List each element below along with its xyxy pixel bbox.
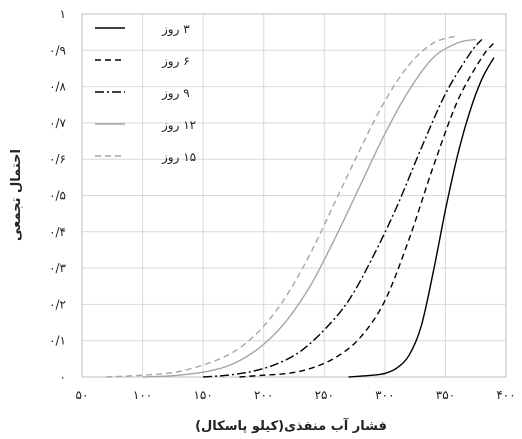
y-tick-label: ۰/۸	[49, 80, 66, 94]
y-tick-labels: ۰ ۰/۱ ۰/۲ ۰/۳ ۰/۴ ۰/۵ ۰/۶ ۰/۷ ۰/۸ ۰/۹ ۱	[49, 7, 66, 384]
x-tick-label: ۱۵۰	[193, 388, 212, 402]
x-axis-label: فشار آب منفذی(کیلو پاسکال)	[195, 417, 387, 434]
x-tick-label: ۴۰۰	[496, 388, 515, 402]
series-line-3	[203, 38, 483, 378]
series-line-4	[142, 38, 476, 378]
y-tick-label: ۰/۵	[49, 189, 66, 203]
x-tick-label: ۲۰۰	[254, 388, 273, 402]
series-line-1	[348, 57, 495, 378]
legend-label-4: ۱۲ روز	[161, 118, 196, 133]
legend-label-1: ۳ روز	[161, 22, 190, 37]
y-tick-label: ۰/۶	[49, 152, 66, 166]
x-tick-labels: ۵۰ ۱۰۰ ۱۵۰ ۲۰۰ ۲۵۰ ۳۰۰ ۳۵۰ ۴۰۰	[76, 388, 516, 402]
legend-label-3: ۹ روز	[161, 86, 190, 101]
y-tick-label: ۰/۷	[49, 116, 66, 130]
grid	[81, 13, 507, 378]
x-tick-label: ۱۰۰	[133, 388, 152, 402]
y-tick-label: ۰	[60, 370, 66, 384]
plot-frame	[81, 13, 507, 378]
series-line-5	[106, 35, 458, 378]
y-tick-label: ۱	[60, 7, 66, 21]
y-tick-label: ۰/۱	[49, 334, 66, 348]
x-tick-label: ۳۵۰	[436, 388, 455, 402]
y-tick-label: ۰/۲	[49, 297, 66, 311]
x-tick-label: ۳۰۰	[375, 388, 394, 402]
series-group	[106, 35, 495, 378]
legend-label-2: ۶ روز	[161, 54, 190, 69]
legend: ۳ روز ۶ روز ۹ روز ۱۲ روز ۱۵ روز	[95, 22, 196, 165]
x-tick-label: ۲۵۰	[315, 388, 334, 402]
y-tick-label: ۰/۳	[49, 261, 66, 275]
x-tick-label: ۵۰	[76, 388, 89, 402]
legend-label-5: ۱۵ روز	[161, 150, 196, 165]
y-tick-label: ۰/۹	[49, 43, 66, 57]
y-tick-label: ۰/۴	[49, 225, 66, 239]
y-axis-label: احتمال تجمعی	[9, 149, 24, 241]
series-line-2	[239, 42, 495, 378]
